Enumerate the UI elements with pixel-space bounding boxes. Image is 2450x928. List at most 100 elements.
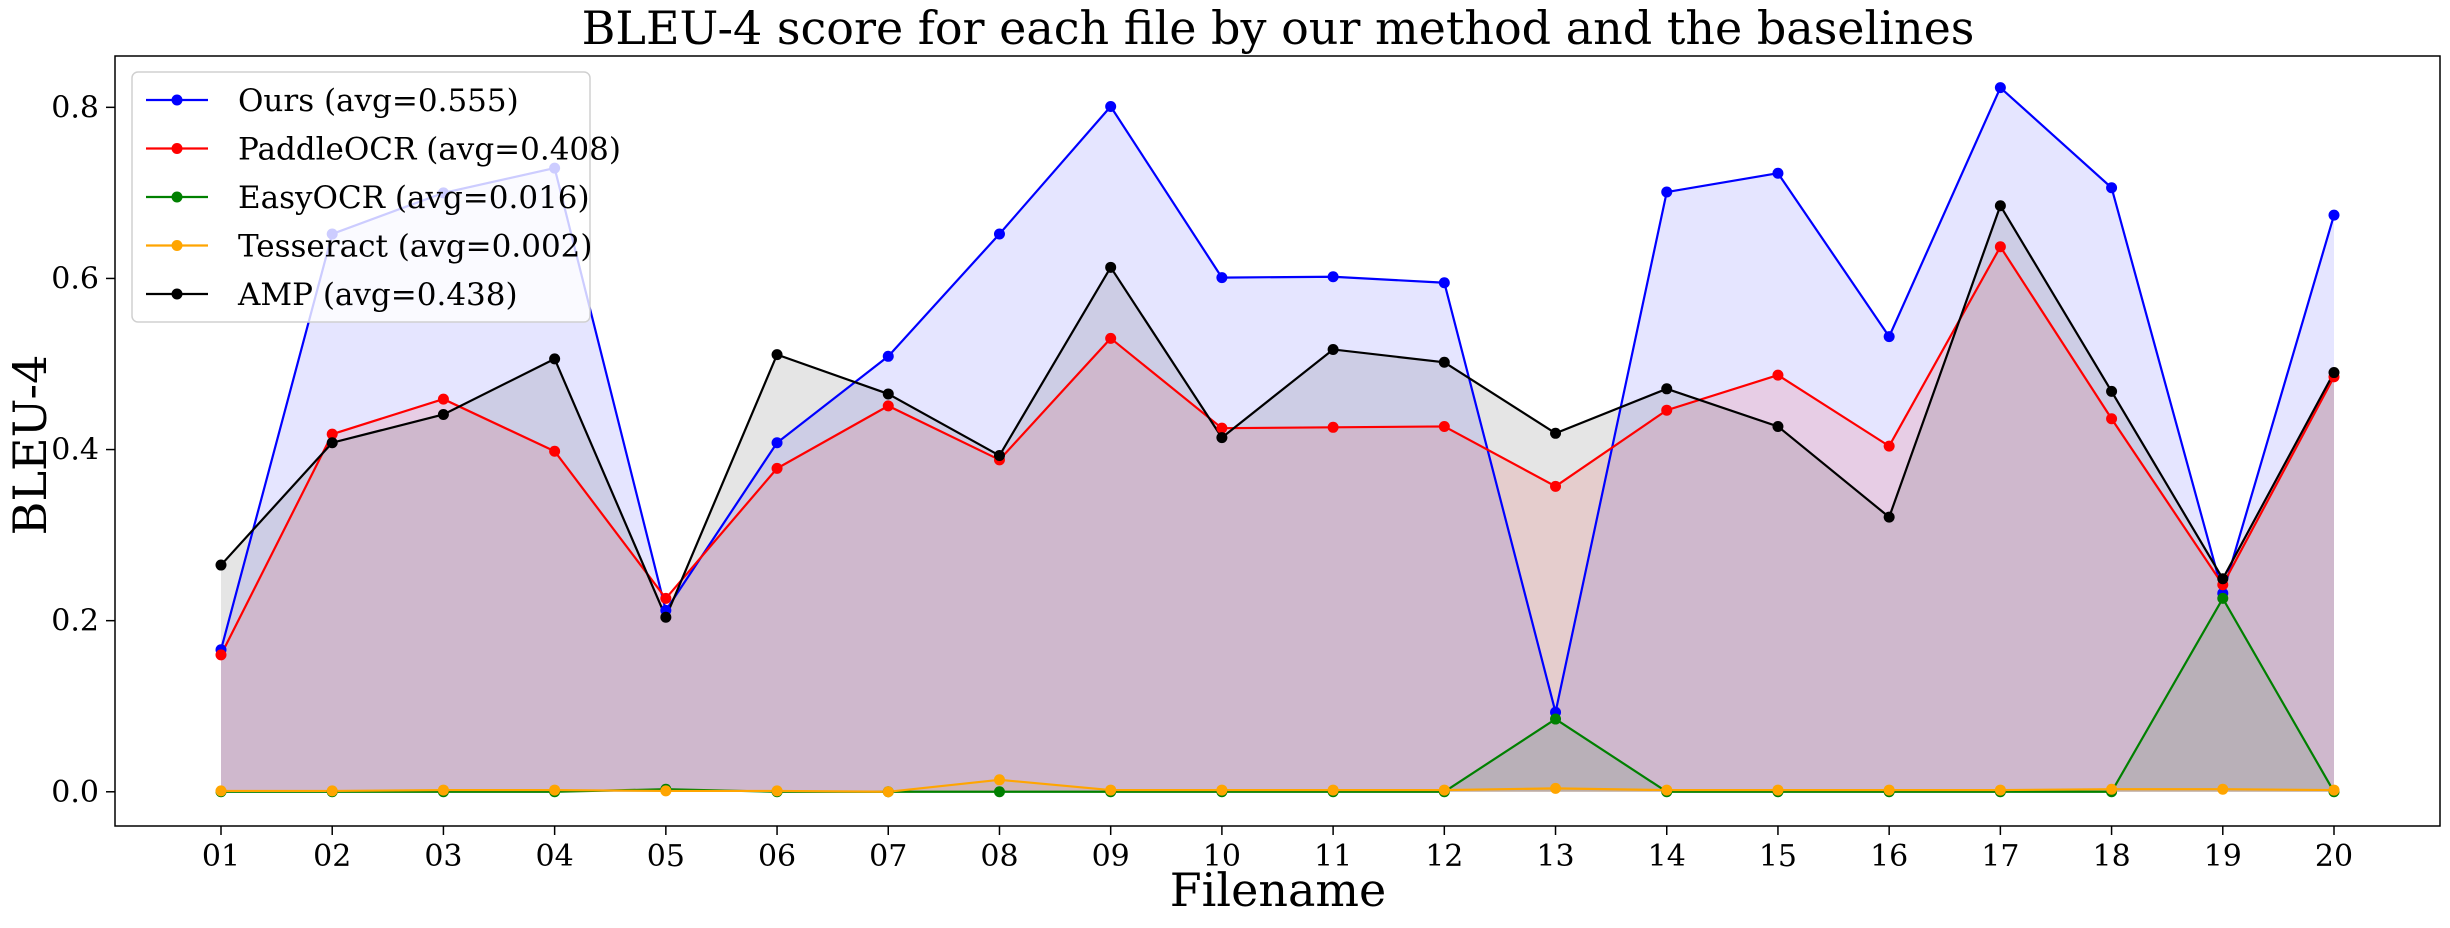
x-tick-label: 08	[980, 839, 1018, 874]
data-point-s0-07	[882, 350, 894, 362]
data-point-s3-09	[1105, 784, 1117, 796]
x-tick-label: 12	[1425, 839, 1463, 874]
data-point-s4-15	[1772, 420, 1784, 432]
data-point-s2-13	[1550, 713, 1562, 725]
data-point-s4-13	[1550, 427, 1562, 439]
data-point-s0-17	[1994, 82, 2006, 94]
data-point-s1-16	[1883, 440, 1895, 452]
data-point-s4-09	[1105, 261, 1117, 273]
data-point-s1-06	[771, 462, 783, 474]
data-point-s3-08	[993, 774, 1005, 786]
legend-entry-label: Tesseract (avg=0.002)	[238, 229, 593, 265]
data-point-s1-15	[1772, 369, 1784, 381]
data-point-s4-07	[882, 388, 894, 400]
data-point-s1-05	[660, 592, 672, 604]
data-point-s3-01	[215, 785, 227, 797]
data-point-s3-17	[1994, 784, 2006, 796]
y-axis: 0.0 0.2 0.4 0.6 0.8	[51, 90, 115, 810]
series-fill-4	[221, 205, 2334, 792]
data-point-s1-03	[437, 393, 449, 405]
data-point-s4-08	[993, 450, 1005, 462]
legend-entry-label: Ours (avg=0.555)	[238, 83, 519, 119]
data-point-s0-16	[1883, 331, 1895, 343]
data-point-s3-13	[1550, 782, 1562, 794]
data-point-s1-01	[215, 649, 227, 661]
legend-entry-label: AMP (avg=0.438)	[237, 277, 518, 313]
data-point-s3-12	[1438, 784, 1450, 796]
data-point-s1-13	[1550, 480, 1562, 492]
data-point-s4-01	[215, 559, 227, 571]
x-tick-label: 07	[869, 839, 907, 874]
series-line-4	[220, 203, 2335, 621]
x-tick-label: 01	[202, 839, 240, 874]
legend-box	[131, 71, 591, 323]
y-tick-label: 0.2	[51, 604, 99, 639]
series-fill-0	[221, 87, 2334, 792]
plot-frame	[114, 55, 2441, 827]
data-point-s0-11	[1327, 271, 1339, 283]
series-points	[215, 82, 2340, 798]
y-tick-label: 0.4	[51, 433, 99, 468]
series-line-3	[221, 778, 2335, 793]
data-point-s4-18	[2106, 385, 2118, 397]
legend-swatch-marker	[171, 94, 183, 106]
x-tick-label: 18	[2092, 839, 2130, 874]
data-point-s4-04	[549, 353, 561, 365]
x-axis: 01 02 03 04 05 06 07 08 09 10 11 12 13 14 15 16 17 18 19 20	[202, 826, 2353, 874]
data-point-s4-03	[437, 408, 449, 420]
data-point-s1-10	[1216, 422, 1228, 434]
legend-swatch-marker	[171, 143, 183, 154]
data-point-s3-19	[2217, 783, 2229, 795]
data-point-s4-14	[1661, 383, 1673, 395]
data-point-s4-20	[2328, 367, 2340, 379]
data-point-s4-12	[1438, 356, 1450, 368]
x-tick-label: 06	[758, 839, 796, 874]
data-point-s3-14	[1661, 784, 1673, 796]
x-tick-label: 05	[647, 839, 685, 874]
data-point-s0-08	[993, 228, 1005, 240]
data-point-s4-19	[2217, 573, 2229, 585]
y-axis-label: BLEU-4	[3, 355, 57, 536]
legend: Ours (avg=0.555) PaddleOCR (avg=0.408) Eas…	[131, 71, 621, 323]
x-tick-label: 13	[1536, 839, 1574, 874]
data-point-s1-18	[2106, 413, 2118, 425]
data-point-s1-12	[1438, 420, 1450, 432]
data-point-s0-06	[771, 437, 783, 449]
series-lines	[219, 85, 2336, 793]
y-tick-label: 0.8	[51, 90, 99, 125]
data-point-s3-02	[326, 785, 338, 797]
x-tick-label: 14	[1648, 839, 1686, 874]
data-point-s3-16	[1883, 784, 1895, 796]
data-point-s1-11	[1327, 421, 1339, 433]
data-point-s4-02	[326, 437, 338, 449]
x-axis-label: Filename	[1170, 863, 1386, 917]
y-tick-label: 0.0	[51, 775, 99, 810]
legend-swatch-marker	[171, 240, 183, 251]
data-point-s3-20	[2328, 784, 2340, 796]
x-tick-label: 16	[1870, 839, 1908, 874]
y-tick-label: 0.6	[51, 261, 99, 296]
x-tick-label: 17	[1981, 839, 2019, 874]
data-point-s0-10	[1216, 272, 1228, 284]
x-tick-label: 10	[1203, 839, 1241, 874]
x-tick-label: 09	[1092, 839, 1130, 874]
data-point-s4-11	[1327, 343, 1339, 355]
series-fill-1	[221, 246, 2334, 792]
legend-swatch-marker	[171, 288, 183, 300]
x-tick-label: 20	[2315, 839, 2353, 874]
data-point-s4-17	[1994, 200, 2006, 212]
data-point-s0-18	[2106, 182, 2118, 194]
data-point-s3-10	[1216, 784, 1228, 796]
series-line-1	[220, 244, 2335, 656]
x-tick-label: 15	[1759, 839, 1797, 874]
data-point-s4-16	[1883, 511, 1895, 523]
data-point-s3-05	[660, 785, 672, 797]
data-point-s1-04	[549, 445, 561, 457]
data-point-s4-06	[771, 349, 783, 361]
legend-swatch-marker	[171, 191, 183, 203]
data-point-s1-17	[1994, 241, 2006, 253]
data-point-s4-10	[1216, 432, 1228, 444]
data-point-s0-20	[2328, 209, 2340, 221]
data-point-s1-02	[326, 428, 338, 440]
